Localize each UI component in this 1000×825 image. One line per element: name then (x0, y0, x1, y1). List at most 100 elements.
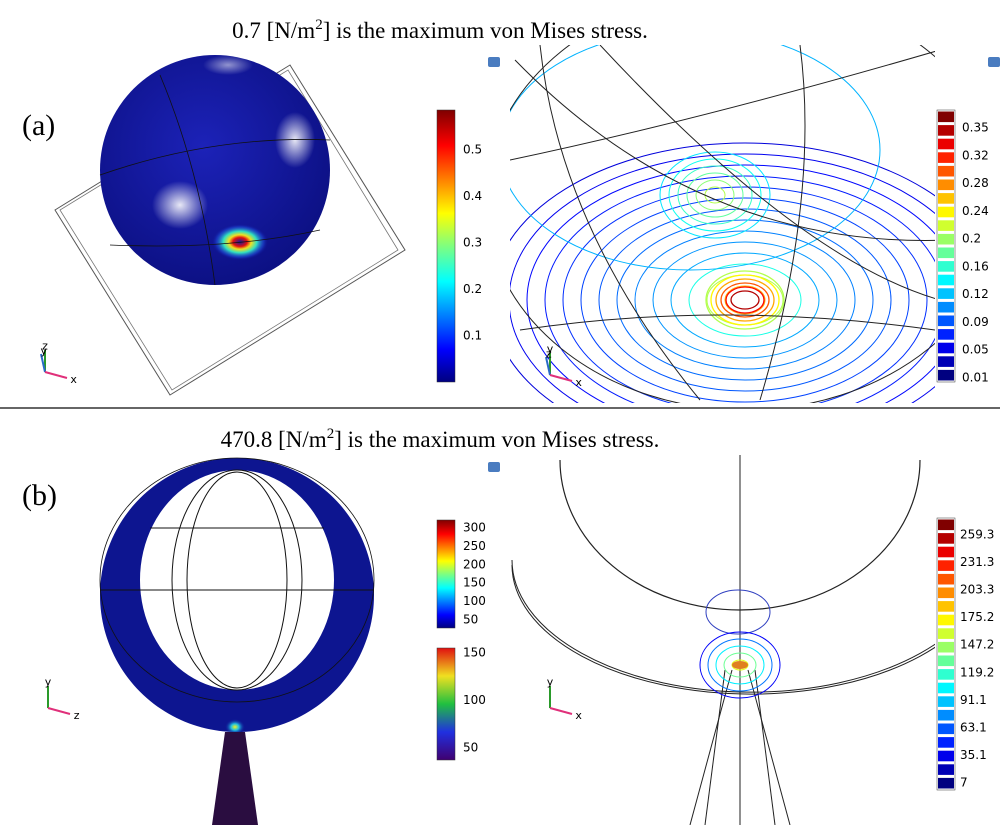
colorbar-label: 91.1 (960, 693, 987, 707)
colorbar-label: 100 (463, 594, 486, 608)
colorbar-label: 0.24 (962, 204, 989, 218)
colorbar-label: 0.28 (962, 176, 989, 190)
colorbar-stripe (938, 329, 954, 340)
ring (100, 458, 374, 732)
colorbar-stripe (938, 615, 954, 626)
axis-label: y (41, 344, 48, 357)
axis-label: x (575, 376, 582, 389)
icon (488, 57, 500, 67)
colorbar-label: 0.32 (962, 148, 989, 162)
contour (721, 283, 769, 317)
colorbar-label: 7 (960, 776, 968, 790)
axis-label: x (70, 373, 77, 386)
colorbar-label: 0.16 (962, 259, 989, 273)
colorbar-label: 50 (463, 613, 478, 627)
axis-label: y (45, 676, 52, 689)
colorbar-stripe (938, 778, 954, 789)
colorbar-label: 150 (463, 576, 486, 590)
colorbar-stripe (938, 248, 954, 259)
axis-arrow (48, 708, 70, 714)
colorbar-label: 259.3 (960, 528, 994, 542)
axis-label: z (74, 709, 80, 722)
contour (653, 242, 837, 358)
colorbar-stripe (938, 533, 954, 544)
edge (512, 565, 990, 694)
colorbar-stripe (938, 696, 954, 707)
sphere (100, 55, 330, 285)
colorbar-label: 50 (463, 741, 478, 755)
colorbar-stripe (938, 302, 954, 313)
colorbar (437, 520, 455, 628)
title-text: ] is the maximum von Mises stress. (323, 18, 648, 43)
colorbar-stripe (938, 356, 954, 367)
edge (705, 670, 725, 825)
colorbar-stripe (938, 125, 954, 136)
colorbar-label: 200 (463, 557, 486, 571)
icon (488, 462, 500, 472)
contour (671, 253, 819, 347)
panel-label: (b) (22, 479, 57, 512)
colorbar-label: 0.09 (962, 315, 989, 329)
colorbar-stripe (938, 152, 954, 163)
colorbar-stripe (938, 520, 954, 531)
colorbar-stripe (938, 574, 954, 585)
colorbar-label: 0.12 (962, 287, 989, 301)
title-sup: 2 (315, 17, 323, 33)
colorbar-stripe (938, 642, 954, 653)
colorbar-label: 0.35 (962, 121, 989, 135)
axis-label: y (547, 676, 554, 689)
colorbar-stripe (938, 764, 954, 775)
title: 0.7 [N/m2] is the maximum von Mises stre… (232, 17, 648, 43)
axis-arrow (45, 372, 67, 378)
edge (515, 60, 950, 241)
title: 470.8 [N/m2] is the maximum von Mises st… (221, 426, 660, 452)
colorbar-label: 0.1 (463, 329, 482, 343)
colorbar (437, 110, 455, 382)
colorbar-label: 250 (463, 539, 486, 553)
axis-label: x (575, 709, 582, 722)
colorbar-stripe (938, 724, 954, 735)
colorbar-label: 203.3 (960, 583, 994, 597)
colorbar-label: 0.4 (463, 189, 482, 203)
colorbar-label: 300 (463, 521, 486, 535)
contour-plot (485, 0, 1000, 457)
contour (617, 220, 873, 380)
colorbar-label: 175.2 (960, 610, 994, 624)
contour (527, 165, 963, 435)
colorbar-stripe (938, 139, 954, 150)
icon (988, 57, 1000, 67)
colorbar-stripe (938, 343, 954, 354)
contour (581, 198, 909, 402)
colorbar-label: 100 (463, 693, 486, 707)
colorbar-stripe (938, 370, 954, 381)
colorbar-stripe (938, 737, 954, 748)
colorbar-label: 35.1 (960, 748, 987, 762)
contour (705, 187, 725, 203)
axis-arrow (550, 708, 572, 714)
colorbar-label: 0.05 (962, 343, 989, 357)
colorbar-stripe (938, 180, 954, 191)
panel-label: (a) (22, 109, 55, 142)
colorbar-label: 150 (463, 646, 486, 660)
figure: 0.7 [N/m2] is the maximum von Mises stre… (0, 0, 1000, 825)
colorbar-stripe (938, 751, 954, 762)
contour (545, 176, 945, 424)
colorbar-label: 0.3 (463, 236, 482, 250)
colorbar-stripe (938, 656, 954, 667)
colorbar (437, 648, 455, 760)
title-text: ] is the maximum von Mises stress. (334, 427, 659, 452)
colorbar-label: 147.2 (960, 638, 994, 652)
colorbar-stripe (938, 166, 954, 177)
colorbar-label: 0.01 (962, 371, 989, 385)
hotspot (732, 661, 748, 669)
colorbar-label: 0.2 (962, 232, 981, 246)
contour (706, 590, 770, 634)
edge (172, 470, 302, 690)
edge (690, 670, 732, 825)
colorbar-stripe (938, 261, 954, 272)
contour (563, 187, 927, 413)
contour (678, 166, 752, 224)
contour (731, 291, 759, 309)
colorbar-stripe (938, 316, 954, 327)
colorbar-label: 63.1 (960, 720, 987, 734)
